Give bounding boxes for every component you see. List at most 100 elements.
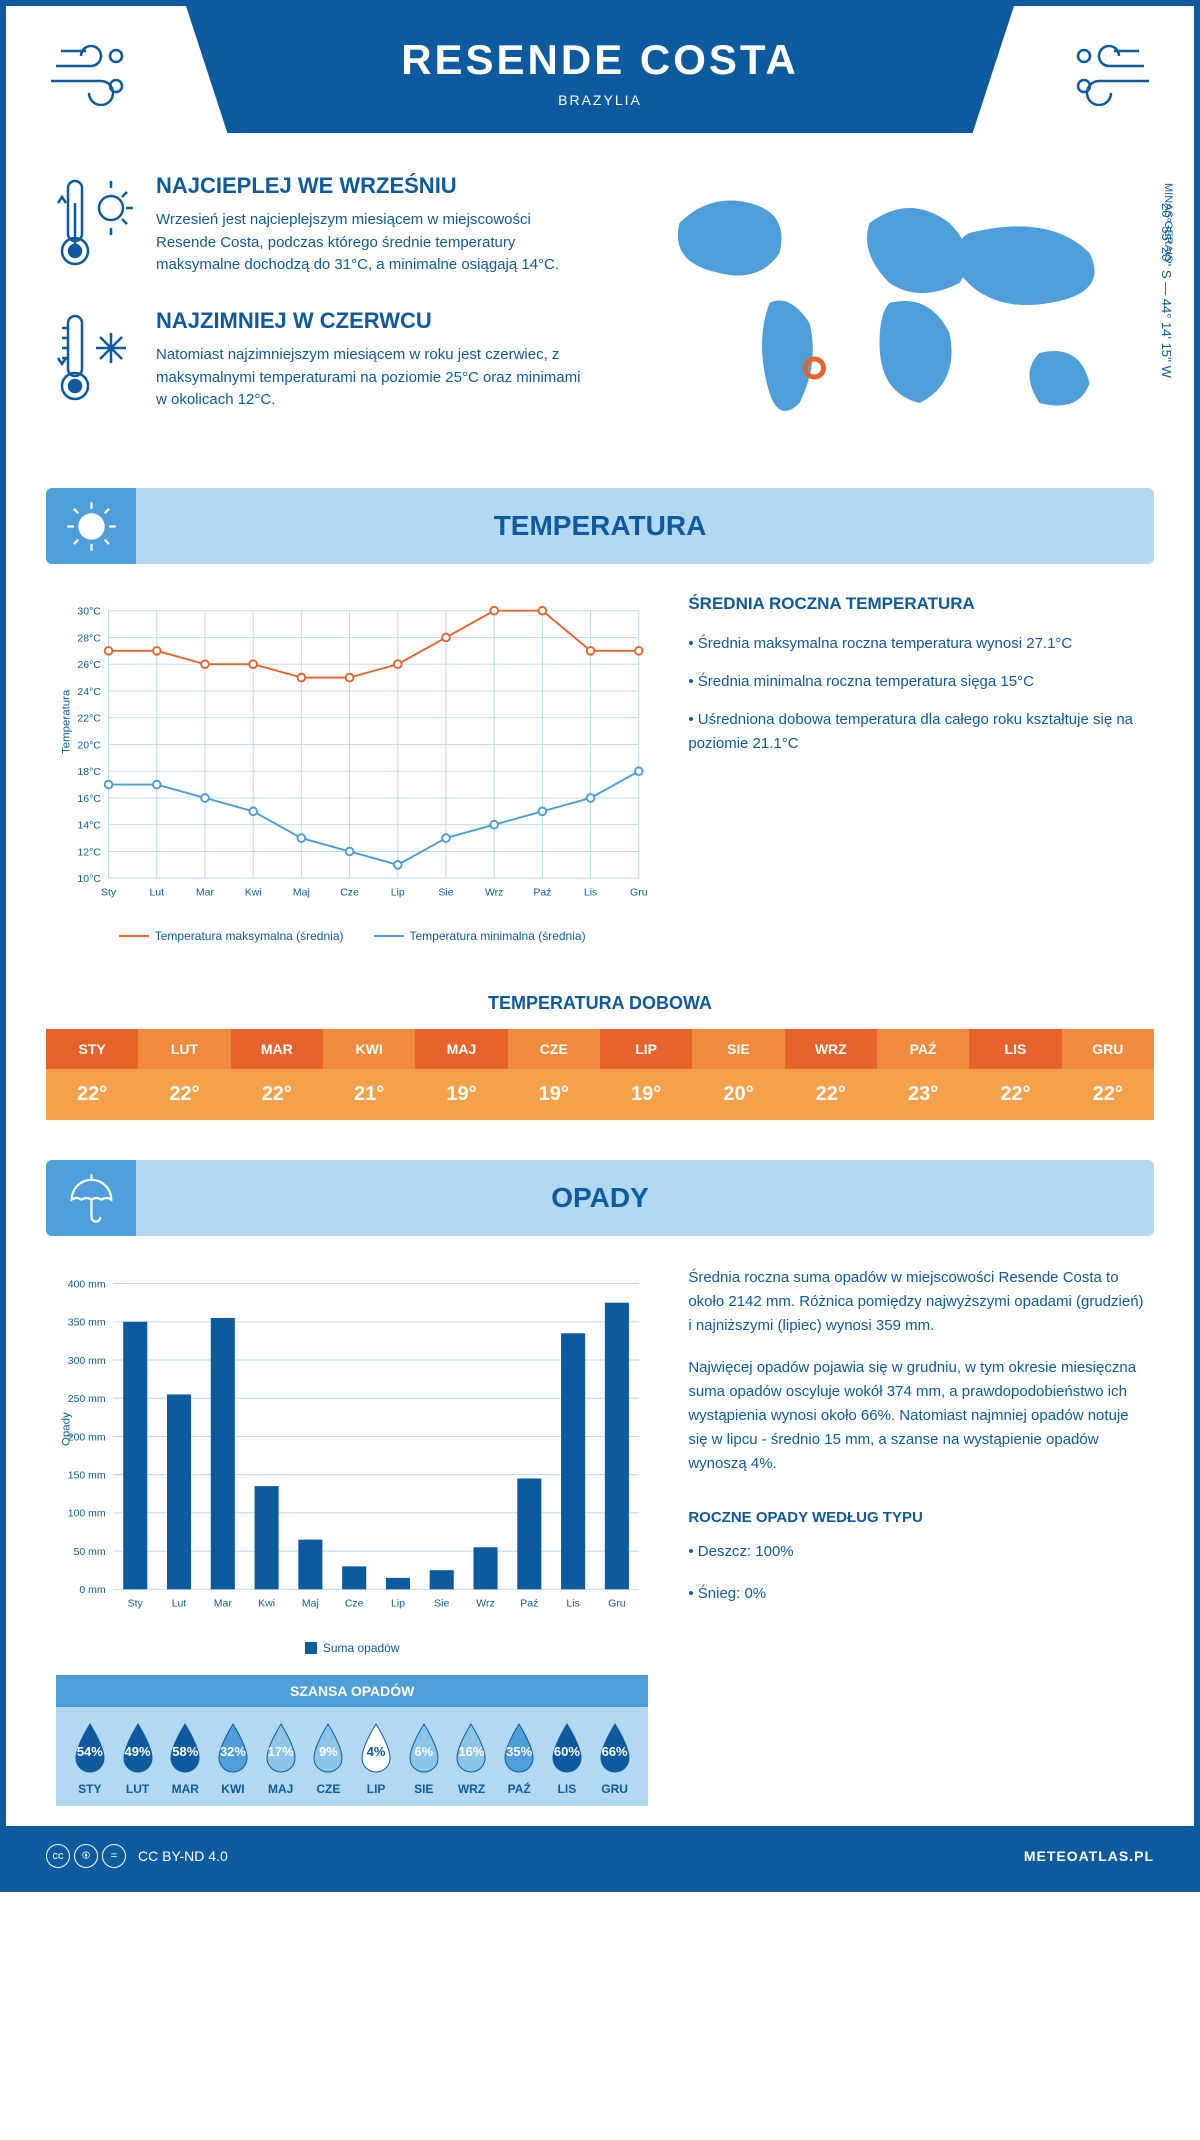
- svg-text:350 mm: 350 mm: [68, 1317, 106, 1329]
- wind-icon: [1064, 36, 1154, 122]
- temperature-line-chart: Temperatura 10°C12°C14°C16°C18°C20°C22°C…: [56, 594, 648, 914]
- daily-temp-title: TEMPERATURA DOBOWA: [6, 993, 1194, 1014]
- svg-text:150 mm: 150 mm: [68, 1469, 106, 1481]
- svg-text:0 mm: 0 mm: [79, 1584, 106, 1596]
- svg-text:Gru: Gru: [608, 1598, 626, 1610]
- svg-text:Lis: Lis: [566, 1598, 579, 1610]
- cc-icon: cc: [46, 1844, 70, 1868]
- temperature-legend: Temperatura maksymalna (średnia) Tempera…: [56, 929, 648, 943]
- page-footer: cc 🅯 = CC BY-ND 4.0 METEOATLAS.PL: [6, 1826, 1194, 1886]
- chance-cell: 9%CZE: [305, 1722, 353, 1796]
- daily-col: LUT22°: [138, 1029, 230, 1120]
- daily-value: 22°: [1062, 1069, 1154, 1120]
- svg-text:22°C: 22°C: [77, 713, 101, 725]
- svg-text:30°C: 30°C: [77, 606, 101, 618]
- daily-value: 22°: [46, 1069, 138, 1120]
- svg-text:200 mm: 200 mm: [68, 1431, 106, 1443]
- daily-temp-table: STY22°LUT22°MAR22°KWI21°MAJ19°CZE19°LIP1…: [46, 1029, 1154, 1120]
- chance-month: CZE: [305, 1782, 353, 1796]
- daily-value: 23°: [877, 1069, 969, 1120]
- daily-month: MAJ: [415, 1029, 507, 1069]
- svg-text:100 mm: 100 mm: [68, 1508, 106, 1520]
- svg-text:250 mm: 250 mm: [68, 1393, 106, 1405]
- daily-col: MAR22°: [231, 1029, 323, 1120]
- raindrop-icon: 54%: [69, 1722, 111, 1774]
- precip-type-title: ROCZNE OPADY WEDŁUG TYPU: [688, 1506, 1144, 1530]
- svg-text:50 mm: 50 mm: [74, 1546, 106, 1558]
- chance-cell: 35% PAŹ: [495, 1722, 543, 1796]
- precipitation-bar-chart: Opady 0 mm50 mm100 mm150 mm200 mm250 mm3…: [56, 1266, 648, 1626]
- page-header: RESENDE COSTA BRAZYLIA: [186, 6, 1014, 133]
- daily-month: LUT: [138, 1029, 230, 1069]
- license-text: CC BY-ND 4.0: [138, 1848, 228, 1864]
- daily-col: SIE20°: [692, 1029, 784, 1120]
- chance-month: GRU: [591, 1782, 639, 1796]
- precipitation-banner: OPADY: [46, 1160, 1154, 1236]
- hot-fact-title: NAJCIEPLEJ WE WRZEŚNIU: [156, 173, 585, 199]
- svg-text:Mar: Mar: [196, 886, 215, 898]
- daily-month: PAŹ: [877, 1029, 969, 1069]
- daily-value: 19°: [600, 1069, 692, 1120]
- location-title: RESENDE COSTA: [206, 36, 994, 84]
- svg-text:28°C: 28°C: [77, 632, 101, 644]
- chance-month: LIP: [352, 1782, 400, 1796]
- svg-text:Maj: Maj: [293, 886, 310, 898]
- svg-text:Sie: Sie: [434, 1598, 449, 1610]
- raindrop-icon: 4%: [355, 1722, 397, 1774]
- raindrop-icon: 17%: [260, 1722, 302, 1774]
- chance-month: KWI: [209, 1782, 257, 1796]
- chance-cell: 66% GRU: [591, 1722, 639, 1796]
- daily-month: CZE: [508, 1029, 600, 1069]
- chance-cell: 6%SIE: [400, 1722, 448, 1796]
- chance-month: PAŹ: [495, 1782, 543, 1796]
- precip-type-snow: • Śnieg: 0%: [688, 1582, 1144, 1606]
- raindrop-icon: 49%: [117, 1722, 159, 1774]
- chance-month: WRZ: [448, 1782, 496, 1796]
- svg-text:300 mm: 300 mm: [68, 1355, 106, 1367]
- svg-text:Paź: Paź: [520, 1598, 538, 1610]
- cold-fact: NAJZIMNIEJ W CZERWCU Natomiast najzimnie…: [56, 308, 585, 413]
- svg-text:Kwi: Kwi: [245, 886, 262, 898]
- svg-text:Lip: Lip: [391, 1598, 405, 1610]
- daily-value: 22°: [969, 1069, 1061, 1120]
- daily-value: 19°: [415, 1069, 507, 1120]
- svg-text:Sie: Sie: [438, 886, 453, 898]
- precip-text-1: Średnia roczna suma opadów w miejscowośc…: [688, 1266, 1144, 1338]
- daily-month: SIE: [692, 1029, 784, 1069]
- cc-icons: cc 🅯 =: [46, 1844, 126, 1868]
- svg-text:Temperatura: Temperatura: [60, 689, 72, 754]
- precipitation-legend: Suma opadów: [56, 1641, 648, 1655]
- wind-icon: [46, 36, 136, 122]
- precip-text-2: Najwięcej opadów pojawia się w grudniu, …: [688, 1356, 1144, 1476]
- chance-cell: 58%MAR: [161, 1722, 209, 1796]
- svg-text:14°C: 14°C: [77, 820, 101, 832]
- chance-row: 54%STY49%LUT58%MAR32%KWI17%MAJ9%CZE4%LIP…: [56, 1707, 648, 1806]
- chance-month: STY: [66, 1782, 114, 1796]
- daily-col: KWI21°: [323, 1029, 415, 1120]
- daily-month: MAR: [231, 1029, 323, 1069]
- svg-text:Sty: Sty: [101, 886, 117, 898]
- svg-text:16°C: 16°C: [77, 793, 101, 805]
- svg-text:Lis: Lis: [584, 886, 597, 898]
- daily-col: STY22°: [46, 1029, 138, 1120]
- temp-info-title: ŚREDNIA ROCZNA TEMPERATURA: [688, 594, 1144, 614]
- svg-text:20°C: 20°C: [77, 739, 101, 751]
- daily-value: 20°: [692, 1069, 784, 1120]
- temp-bullet: • Średnia maksymalna roczna temperatura …: [688, 632, 1144, 656]
- chance-title: SZANSA OPADÓW: [56, 1675, 648, 1707]
- hot-fact-text: Wrzesień jest najcieplejszym miesiącem w…: [156, 209, 585, 277]
- daily-month: LIP: [600, 1029, 692, 1069]
- svg-text:Lut: Lut: [149, 886, 164, 898]
- raindrop-icon: 66%: [594, 1722, 636, 1774]
- raindrop-icon: 60%: [546, 1722, 588, 1774]
- precipitation-banner-label: OPADY: [551, 1182, 649, 1213]
- temp-bullet: • Uśredniona dobowa temperatura dla całe…: [688, 708, 1144, 756]
- chance-cell: 49%LUT: [114, 1722, 162, 1796]
- site-name: METEOATLAS.PL: [1024, 1848, 1154, 1864]
- chance-month: LIS: [543, 1782, 591, 1796]
- daily-value: 22°: [785, 1069, 877, 1120]
- raindrop-icon: 35%: [498, 1722, 540, 1774]
- raindrop-icon: 32%: [212, 1722, 254, 1774]
- daily-month: STY: [46, 1029, 138, 1069]
- daily-value: 19°: [508, 1069, 600, 1120]
